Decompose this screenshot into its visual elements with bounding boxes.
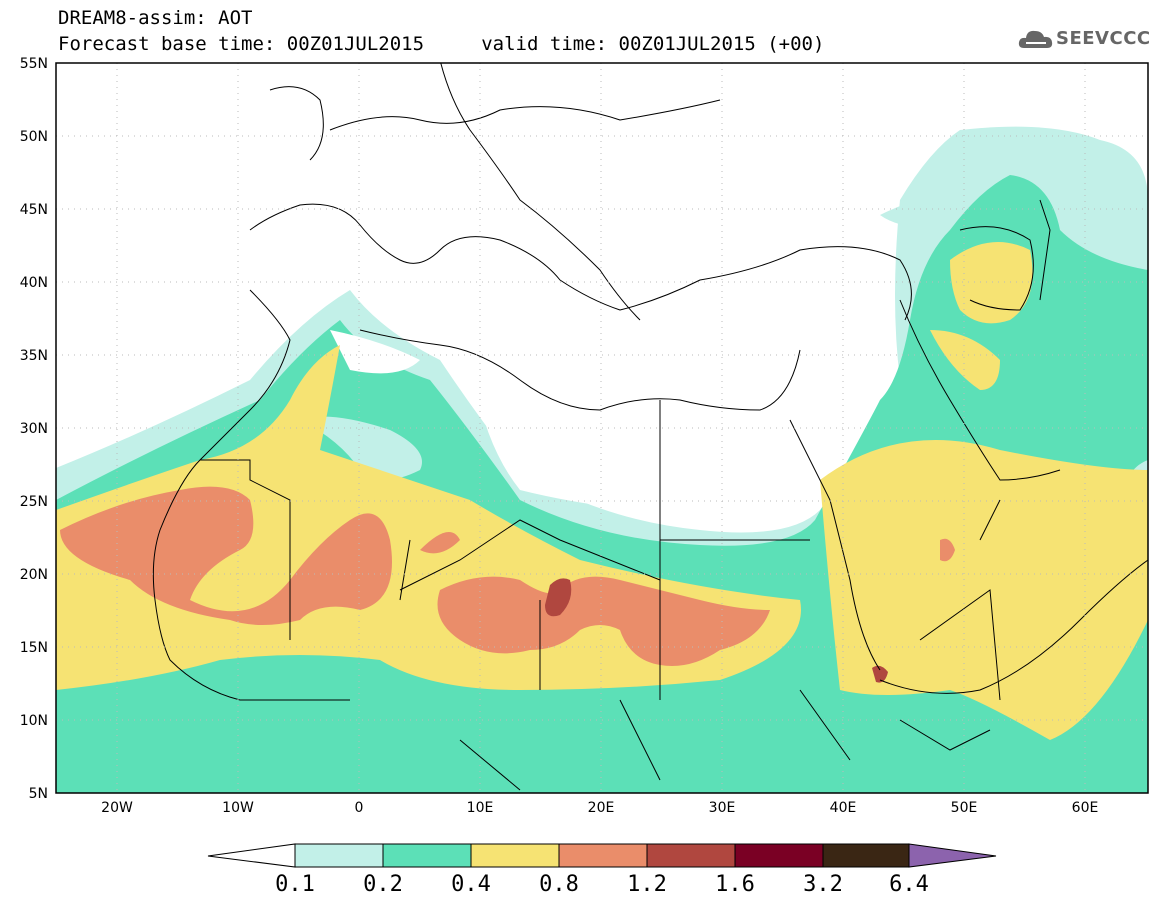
- coastlines: [152, 63, 1148, 791]
- colorbar-bin: [734, 843, 824, 868]
- colorbar-label: 0.1: [275, 872, 315, 897]
- lon-label: 10W: [222, 800, 254, 816]
- latitude-axis: 55N 50N 45N 40N 35N 30N 25N 20N 15N 10N …: [20, 56, 48, 802]
- lat-label: 15N: [20, 640, 48, 656]
- seevccc-logo: SEEVCCC: [1018, 26, 1154, 54]
- colorbar-label: 1.2: [627, 872, 667, 897]
- lat-label: 45N: [20, 202, 48, 218]
- colorbar-high-arrow: [908, 843, 997, 868]
- colorbar-label: 0.2: [363, 872, 403, 897]
- colorbar-low-arrow: [207, 843, 296, 868]
- lat-label: 25N: [20, 494, 48, 510]
- colorbar-bin: [822, 843, 910, 868]
- lat-label: 55N: [20, 56, 48, 72]
- lon-label: 40E: [830, 800, 857, 816]
- lat-label: 20N: [20, 567, 48, 583]
- colorbar-label: 1.6: [715, 872, 755, 897]
- lon-label: 50E: [951, 800, 978, 816]
- map-frame: [55, 62, 1149, 794]
- logo-text: SEEVCCC: [1056, 28, 1151, 49]
- colorbar-label: 0.8: [539, 872, 579, 897]
- colorbar-bin: [294, 843, 384, 868]
- aot-clear-area: [330, 316, 808, 516]
- lon-label: 0: [355, 800, 364, 816]
- lat-label: 40N: [20, 275, 48, 291]
- aot-contours: [56, 63, 1148, 793]
- aot-band-1.2: [545, 578, 888, 683]
- chart-title: DREAM8-assim: AOT: [58, 7, 253, 29]
- lon-label: 20W: [101, 800, 133, 816]
- lat-label: 35N: [20, 348, 48, 364]
- lon-label: 20E: [588, 800, 615, 816]
- lat-label: 50N: [20, 129, 48, 145]
- colorbar-bin: [470, 843, 560, 868]
- longitude-axis: 20W 10W 0 10E 20E 30E 40E 50E 60E: [101, 800, 1098, 816]
- colorbar-bin: [382, 843, 472, 868]
- lat-label: 10N: [20, 713, 48, 729]
- colorbar-label: 6.4: [889, 872, 929, 897]
- colorbar: 0.1 0.2 0.4 0.8 1.2 1.6 3.2 6.4: [207, 843, 997, 897]
- colorbar-bin: [646, 843, 736, 868]
- lon-label: 60E: [1072, 800, 1099, 816]
- colorbar-bin: [558, 843, 648, 868]
- colorbar-label: 0.4: [451, 872, 491, 897]
- lat-label: 30N: [20, 421, 48, 437]
- lat-label: 5N: [29, 786, 48, 802]
- lon-label: 30E: [709, 800, 736, 816]
- grid-lines: [56, 63, 1148, 793]
- lon-label: 10E: [467, 800, 494, 816]
- forecast-time-subtitle: Forecast base time: 00Z01JUL2015 valid t…: [58, 33, 825, 55]
- cloud-icon: [1018, 30, 1053, 48]
- aot-band-0.8: [60, 486, 955, 666]
- colorbar-label: 3.2: [803, 872, 843, 897]
